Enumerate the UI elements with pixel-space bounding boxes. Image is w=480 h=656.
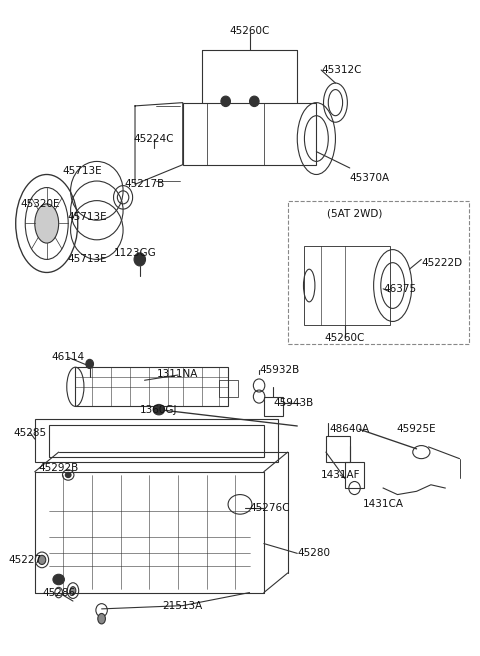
Ellipse shape — [250, 96, 259, 106]
Text: 45260C: 45260C — [229, 26, 270, 36]
Text: 45320E: 45320E — [21, 199, 60, 209]
Polygon shape — [49, 424, 264, 457]
Ellipse shape — [38, 556, 46, 564]
Ellipse shape — [55, 587, 62, 598]
Text: 45217B: 45217B — [124, 179, 165, 190]
Ellipse shape — [70, 586, 76, 594]
Text: 45285: 45285 — [13, 428, 47, 438]
Text: 45260C: 45260C — [325, 333, 365, 343]
Text: 45713E: 45713E — [68, 255, 107, 264]
Text: 48640A: 48640A — [330, 424, 370, 434]
Text: 1431AF: 1431AF — [321, 470, 360, 480]
Text: 45292B: 45292B — [38, 463, 79, 474]
Text: 45227: 45227 — [9, 555, 42, 565]
Text: 1123GG: 1123GG — [114, 248, 156, 258]
Text: 45286: 45286 — [42, 588, 75, 598]
Text: 45932B: 45932B — [259, 365, 300, 375]
Ellipse shape — [98, 613, 106, 624]
Ellipse shape — [153, 405, 165, 415]
Bar — [218, 380, 238, 397]
Text: 46375: 46375 — [383, 284, 416, 294]
Text: 45713E: 45713E — [68, 212, 107, 222]
Ellipse shape — [221, 96, 230, 106]
Bar — [345, 462, 364, 488]
Ellipse shape — [134, 253, 145, 266]
Text: 45943B: 45943B — [274, 398, 313, 408]
Text: 46114: 46114 — [52, 352, 85, 362]
Text: 45280: 45280 — [297, 548, 330, 558]
Text: 45224C: 45224C — [134, 134, 174, 144]
Bar — [326, 436, 350, 462]
Text: 45925E: 45925E — [397, 424, 436, 434]
Ellipse shape — [53, 574, 64, 584]
Text: 1360GJ: 1360GJ — [140, 405, 178, 415]
Text: 45312C: 45312C — [321, 65, 361, 75]
Text: 45276C: 45276C — [250, 502, 290, 512]
Bar — [304, 247, 390, 325]
Text: (5AT 2WD): (5AT 2WD) — [327, 209, 382, 218]
Text: 45713E: 45713E — [63, 166, 102, 176]
Text: 1431CA: 1431CA — [363, 499, 404, 509]
Bar — [264, 397, 283, 416]
Bar — [288, 201, 469, 344]
Text: 45370A: 45370A — [350, 173, 390, 183]
Ellipse shape — [35, 204, 59, 243]
Ellipse shape — [65, 472, 71, 478]
Bar — [75, 367, 228, 406]
Ellipse shape — [86, 359, 94, 369]
Bar — [183, 102, 316, 165]
Text: 21513A: 21513A — [163, 601, 203, 611]
Text: 45222D: 45222D — [421, 258, 462, 268]
Text: 1311NA: 1311NA — [157, 369, 199, 379]
